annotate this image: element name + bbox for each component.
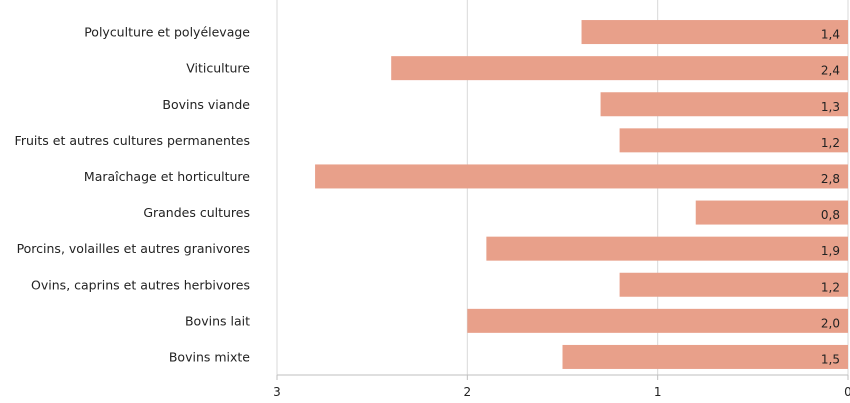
x-axis: 3 2 1 0 <box>273 374 850 399</box>
bar <box>391 56 848 81</box>
x-tick-label: 0 <box>844 385 850 399</box>
data-label: 1,3 <box>821 100 840 114</box>
category-label: Maraîchage et horticulture <box>84 169 250 184</box>
data-label: 1,2 <box>821 280 840 294</box>
data-label: 2,0 <box>821 316 840 330</box>
bar <box>581 20 848 45</box>
data-label: 1,4 <box>821 28 840 42</box>
x-tick-label: 3 <box>273 385 281 399</box>
bar <box>486 236 848 261</box>
data-label: 1,2 <box>821 136 840 150</box>
x-tick-label: 1 <box>654 385 662 399</box>
category-label: Bovins mixte <box>169 349 250 364</box>
bar <box>562 344 848 369</box>
bar <box>467 308 848 333</box>
bar <box>619 272 848 297</box>
data-label: 2,4 <box>821 64 840 78</box>
value-labels: 1,4 2,4 1,3 1,2 2,8 0,8 1,9 1,2 2,0 1,5 <box>821 28 840 367</box>
category-label: Polyculture et polyélevage <box>84 25 250 40</box>
category-label: Grandes cultures <box>143 205 250 220</box>
category-label: Bovins lait <box>185 313 250 328</box>
bar <box>315 164 849 189</box>
category-label: Ovins, caprins et autres herbivores <box>31 277 250 292</box>
bar <box>600 92 848 117</box>
data-label: 2,8 <box>821 172 840 186</box>
category-label: Bovins viande <box>162 97 250 112</box>
data-label: 1,5 <box>821 352 840 366</box>
bars <box>315 20 849 369</box>
category-label: Viticulture <box>186 61 250 76</box>
category-label: Fruits et autres cultures permanentes <box>15 133 250 148</box>
category-labels: Polyculture et polyélevage Viticulture Bov… <box>15 25 251 365</box>
data-label: 1,9 <box>821 244 840 258</box>
data-label: 0,8 <box>821 208 840 222</box>
x-tick-label: 2 <box>464 385 472 399</box>
category-label: Porcins, volailles et autres granivores <box>17 241 250 256</box>
bar <box>619 128 848 153</box>
bar <box>695 200 848 225</box>
